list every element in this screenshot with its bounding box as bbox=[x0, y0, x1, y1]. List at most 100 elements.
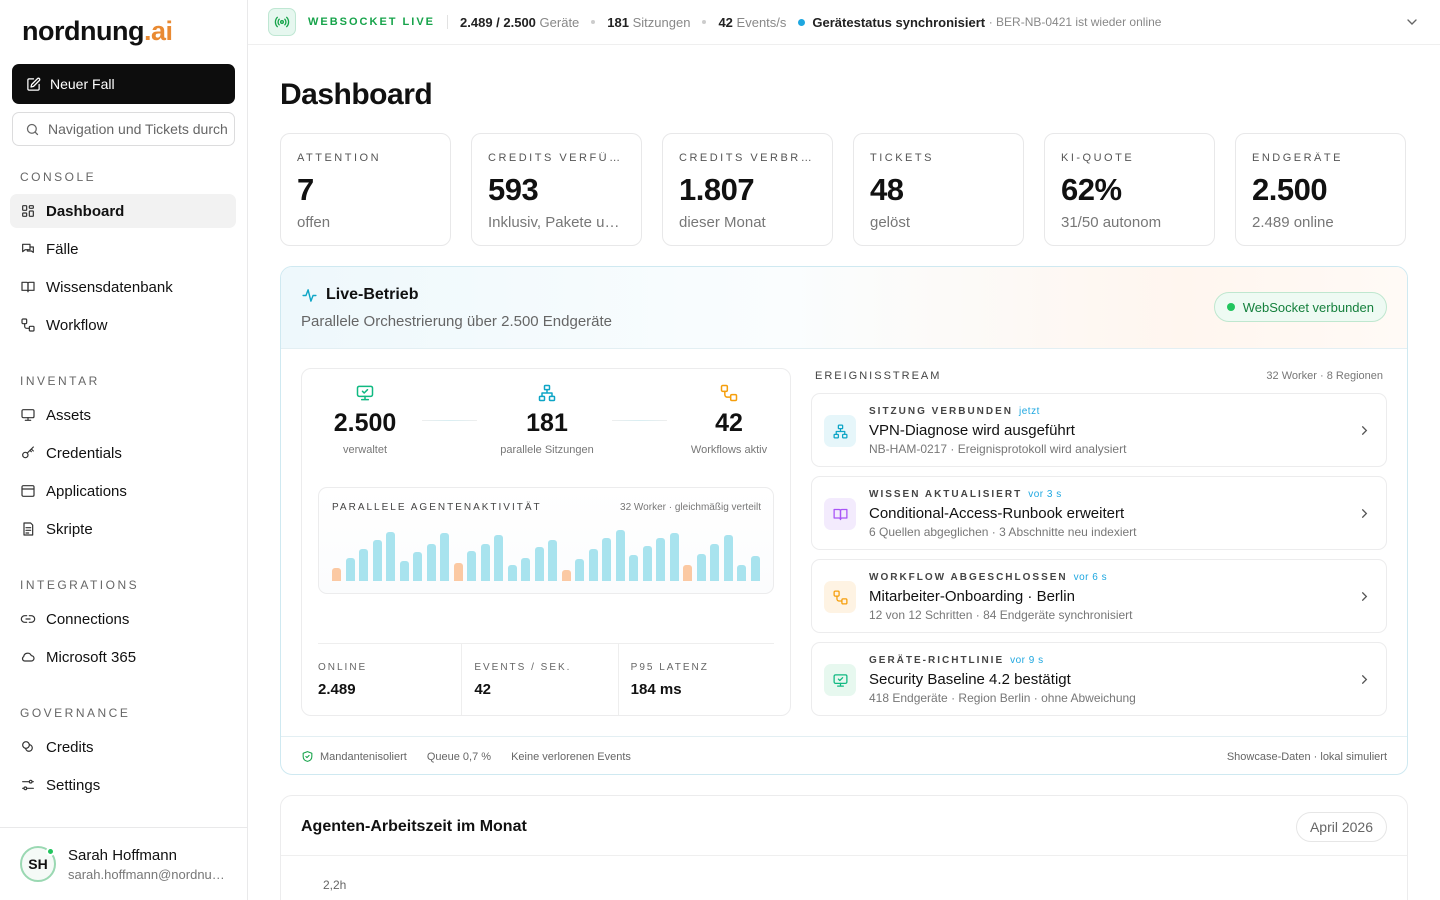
sidebar-item-label: Fälle bbox=[46, 240, 79, 258]
sidebar-item-settings[interactable]: Settings bbox=[10, 768, 236, 802]
kpi-card[interactable]: KI-QUOTE 62% 31/50 autonom bbox=[1044, 133, 1215, 246]
book-icon bbox=[21, 281, 35, 293]
kpi-card[interactable]: ATTENTION 7 offen bbox=[280, 133, 451, 246]
sidebar-item-skripte[interactable]: Skripte bbox=[10, 512, 236, 546]
event-detail: 6 Quellen abgeglichen · 3 Abschnitte neu… bbox=[869, 525, 1137, 539]
chevron-down-icon[interactable] bbox=[1404, 14, 1420, 30]
chevron-right-icon[interactable] bbox=[1357, 672, 1372, 687]
activity-bar bbox=[750, 556, 760, 581]
event-item[interactable]: WISSEN AKTUALISIERT vor 3 s Conditional-Ac… bbox=[811, 476, 1387, 550]
sidebar-item-dashboard[interactable]: Dashboard bbox=[10, 194, 236, 228]
event-detail: NB-HAM-0217 · Ereignisprotokoll wird ana… bbox=[869, 442, 1127, 456]
event-item[interactable]: SITZUNG VERBUNDEN jetzt VPN-Diagnose wird … bbox=[811, 393, 1387, 467]
activity-bar bbox=[588, 549, 598, 581]
sidebar-item-fälle[interactable]: Fälle bbox=[10, 232, 236, 266]
kpi-card[interactable]: ENDGERÄTE 2.500 2.489 online bbox=[1235, 133, 1406, 246]
kpi-card[interactable]: CREDITS VERBRAUCHT 1.807 dieser Monat bbox=[662, 133, 833, 246]
activity-bar bbox=[345, 558, 355, 581]
kpi-card[interactable]: TICKETS 48 gelöst bbox=[853, 133, 1024, 246]
event-item[interactable]: GERÄTE-RICHTLINIE vor 9 s Security Baselin… bbox=[811, 642, 1387, 716]
kpi-value: 62% bbox=[1061, 172, 1122, 207]
month-selector[interactable]: April 2026 bbox=[1295, 812, 1387, 842]
orchestration-label: parallele Sitzungen bbox=[500, 444, 594, 456]
chevron-right-icon[interactable] bbox=[1357, 506, 1372, 521]
live-subtitle: Parallele Orchestrierung über 2.500 Endg… bbox=[301, 313, 613, 330]
workflow-icon bbox=[832, 589, 848, 605]
user-profile[interactable]: SH Sarah Hoffmann sarah.hoffmann@nordnun… bbox=[0, 827, 247, 900]
nav-section-title: GOVERNANCE bbox=[20, 706, 131, 720]
activity-bar bbox=[602, 538, 611, 581]
activity-bar bbox=[399, 561, 409, 581]
sidebar-item-label: Workflow bbox=[46, 316, 108, 334]
stat-label: ONLINE bbox=[318, 662, 368, 673]
stat-label: EVENTS / SEK. bbox=[474, 662, 572, 673]
kpi-value: 48 bbox=[870, 172, 904, 207]
activity-bar bbox=[507, 565, 517, 581]
sessions-label: Sitzungen bbox=[632, 14, 691, 30]
sidebar-item-credits[interactable]: Credits bbox=[10, 730, 236, 764]
search-box[interactable] bbox=[12, 112, 235, 146]
new-case-label: Neuer Fall bbox=[50, 76, 115, 92]
sidebar: nordnung.ai Neuer Fall CONSOLE Dashboard F… bbox=[0, 0, 248, 900]
activity-bar bbox=[669, 533, 679, 581]
orchestration-metric: 181 parallele Sitzungen bbox=[472, 383, 622, 456]
orchestration-value: 181 bbox=[526, 409, 568, 437]
events-value: 42 bbox=[718, 14, 733, 30]
chevron-right-icon[interactable] bbox=[1357, 423, 1372, 438]
activity-bar bbox=[494, 535, 503, 581]
chevron-right-icon[interactable] bbox=[1357, 589, 1372, 604]
activity-bar bbox=[696, 554, 706, 581]
edit-icon bbox=[27, 77, 41, 91]
sidebar-item-workflow[interactable]: Workflow bbox=[10, 308, 236, 342]
activity-bar bbox=[534, 547, 544, 581]
sidebar-item-connections[interactable]: Connections bbox=[10, 602, 236, 636]
script-icon bbox=[23, 522, 34, 536]
kpi-row: ATTENTION 7 offen CREDITS VERFÜGBAR 593 Inklu… bbox=[280, 133, 1406, 246]
kpi-subtext: 2.489 online bbox=[1252, 214, 1334, 231]
sidebar-item-assets[interactable]: Assets bbox=[10, 398, 236, 432]
kpi-label: TICKETS bbox=[870, 152, 934, 164]
kpi-subtext: dieser Monat bbox=[679, 214, 766, 231]
user-name: Sarah Hoffmann bbox=[68, 846, 177, 864]
monitor-icon bbox=[356, 385, 374, 401]
activity-bar bbox=[480, 544, 490, 581]
kpi-label: CREDITS VERBRAUCHT bbox=[679, 152, 816, 164]
orchestration-metric: 42 Workflows aktiv bbox=[654, 383, 804, 456]
sidebar-item-applications[interactable]: Applications bbox=[10, 474, 236, 508]
kpi-subtext: gelöst bbox=[870, 214, 911, 231]
sidebar-item-credentials[interactable]: Credentials bbox=[10, 436, 236, 470]
network-icon bbox=[538, 384, 556, 402]
new-case-button[interactable]: Neuer Fall bbox=[12, 64, 235, 104]
grid-icon bbox=[22, 205, 34, 217]
activity-bar bbox=[332, 568, 341, 581]
activity-bar bbox=[683, 565, 692, 581]
activity-bar bbox=[561, 570, 571, 581]
websocket-status-badge: WebSocket verbunden bbox=[1213, 292, 1387, 322]
sidebar-item-wissensdatenbank[interactable]: Wissensdatenbank bbox=[10, 270, 236, 304]
brand-logo[interactable]: nordnung.ai bbox=[22, 16, 173, 47]
event-item[interactable]: WORKFLOW ABGESCHLOSSEN vor 6 s Mitarbeiter… bbox=[811, 559, 1387, 633]
orchestration-value: 42 bbox=[715, 409, 743, 437]
footer-item: Keine verlorenen Events bbox=[511, 750, 631, 763]
sessions-value: 181 bbox=[607, 14, 629, 30]
brand-name: nordnung bbox=[22, 16, 144, 46]
kpi-card[interactable]: CREDITS VERFÜGBAR 593 Inklusiv, Pakete und… bbox=[471, 133, 642, 246]
nav-section-title: INVENTAR bbox=[20, 374, 100, 388]
sidebar-item-microsoft-365[interactable]: Microsoft 365 bbox=[10, 640, 236, 674]
activity-icon bbox=[302, 288, 317, 302]
online-indicator bbox=[46, 847, 55, 856]
key-icon bbox=[22, 446, 34, 459]
events-label: Events/s bbox=[736, 14, 787, 30]
activity-bar bbox=[629, 555, 638, 581]
event-kind: GERÄTE-RICHTLINIE bbox=[869, 655, 1005, 666]
kpi-value: 7 bbox=[297, 172, 314, 207]
event-detail: 418 Endgeräte · Region Berlin · ohne Abw… bbox=[869, 691, 1136, 705]
search-input[interactable] bbox=[48, 121, 228, 137]
avatar: SH bbox=[20, 846, 56, 882]
sliders-icon bbox=[22, 779, 34, 791]
agent-activity-title: PARALLELE AGENTENAKTIVITÄT bbox=[332, 502, 542, 513]
device-icon bbox=[21, 409, 35, 421]
agent-activity-chart: PARALLELE AGENTENAKTIVITÄT 32 Worker · g… bbox=[318, 487, 774, 594]
sidebar-item-label: Assets bbox=[46, 406, 92, 424]
activity-bar bbox=[440, 533, 449, 581]
